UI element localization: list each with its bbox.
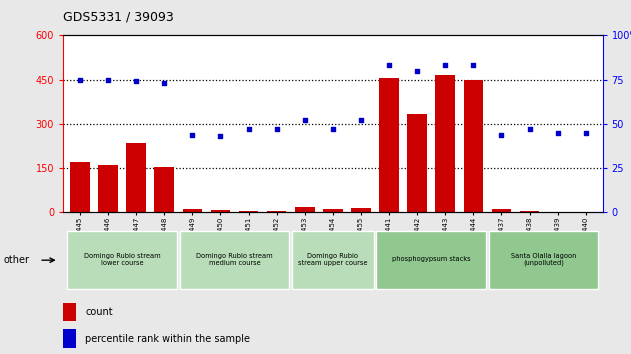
Bar <box>464 80 483 212</box>
Point <box>187 132 198 137</box>
Bar <box>63 303 76 321</box>
Text: Domingo Rubio stream
lower course: Domingo Rubio stream lower course <box>84 253 160 266</box>
Bar <box>126 143 146 212</box>
Bar <box>379 78 399 212</box>
Point <box>244 126 254 132</box>
Bar <box>435 75 455 212</box>
Bar <box>68 231 177 289</box>
Bar <box>520 211 540 212</box>
Point <box>356 118 366 123</box>
Point <box>75 77 85 82</box>
Point <box>440 63 451 68</box>
Bar <box>239 211 258 212</box>
Point <box>553 130 563 136</box>
Text: Domingo Rubio stream
medium course: Domingo Rubio stream medium course <box>196 253 273 266</box>
Point <box>384 63 394 68</box>
Point <box>524 126 534 132</box>
Point <box>271 126 281 132</box>
Bar <box>182 210 202 212</box>
Point <box>103 77 113 82</box>
Bar <box>292 231 374 289</box>
Text: percentile rank within the sample: percentile rank within the sample <box>85 334 250 344</box>
Text: phosphogypsum stacks: phosphogypsum stacks <box>392 256 471 262</box>
Text: GDS5331 / 39093: GDS5331 / 39093 <box>63 10 174 23</box>
Point <box>412 68 422 74</box>
Bar <box>63 329 76 348</box>
Point <box>300 118 310 123</box>
Point <box>131 79 141 84</box>
Point <box>497 132 507 137</box>
Bar <box>295 206 315 212</box>
Bar <box>377 231 486 289</box>
Bar <box>492 210 511 212</box>
Text: Santa Olalla lagoon
(unpolluted): Santa Olalla lagoon (unpolluted) <box>511 252 576 266</box>
Bar <box>408 114 427 212</box>
Bar <box>323 210 343 212</box>
Text: other: other <box>3 255 29 265</box>
Point <box>328 126 338 132</box>
Bar <box>489 231 598 289</box>
Text: count: count <box>85 307 113 318</box>
Bar <box>267 211 286 212</box>
Point <box>468 63 478 68</box>
Text: Domingo Rubio
stream upper course: Domingo Rubio stream upper course <box>298 253 368 266</box>
Bar <box>98 165 118 212</box>
Point <box>215 133 225 139</box>
Bar <box>70 162 90 212</box>
Bar <box>180 231 289 289</box>
Point <box>159 80 169 86</box>
Bar <box>351 208 371 212</box>
Point <box>581 130 591 136</box>
Bar <box>155 167 174 212</box>
Bar <box>211 210 230 212</box>
